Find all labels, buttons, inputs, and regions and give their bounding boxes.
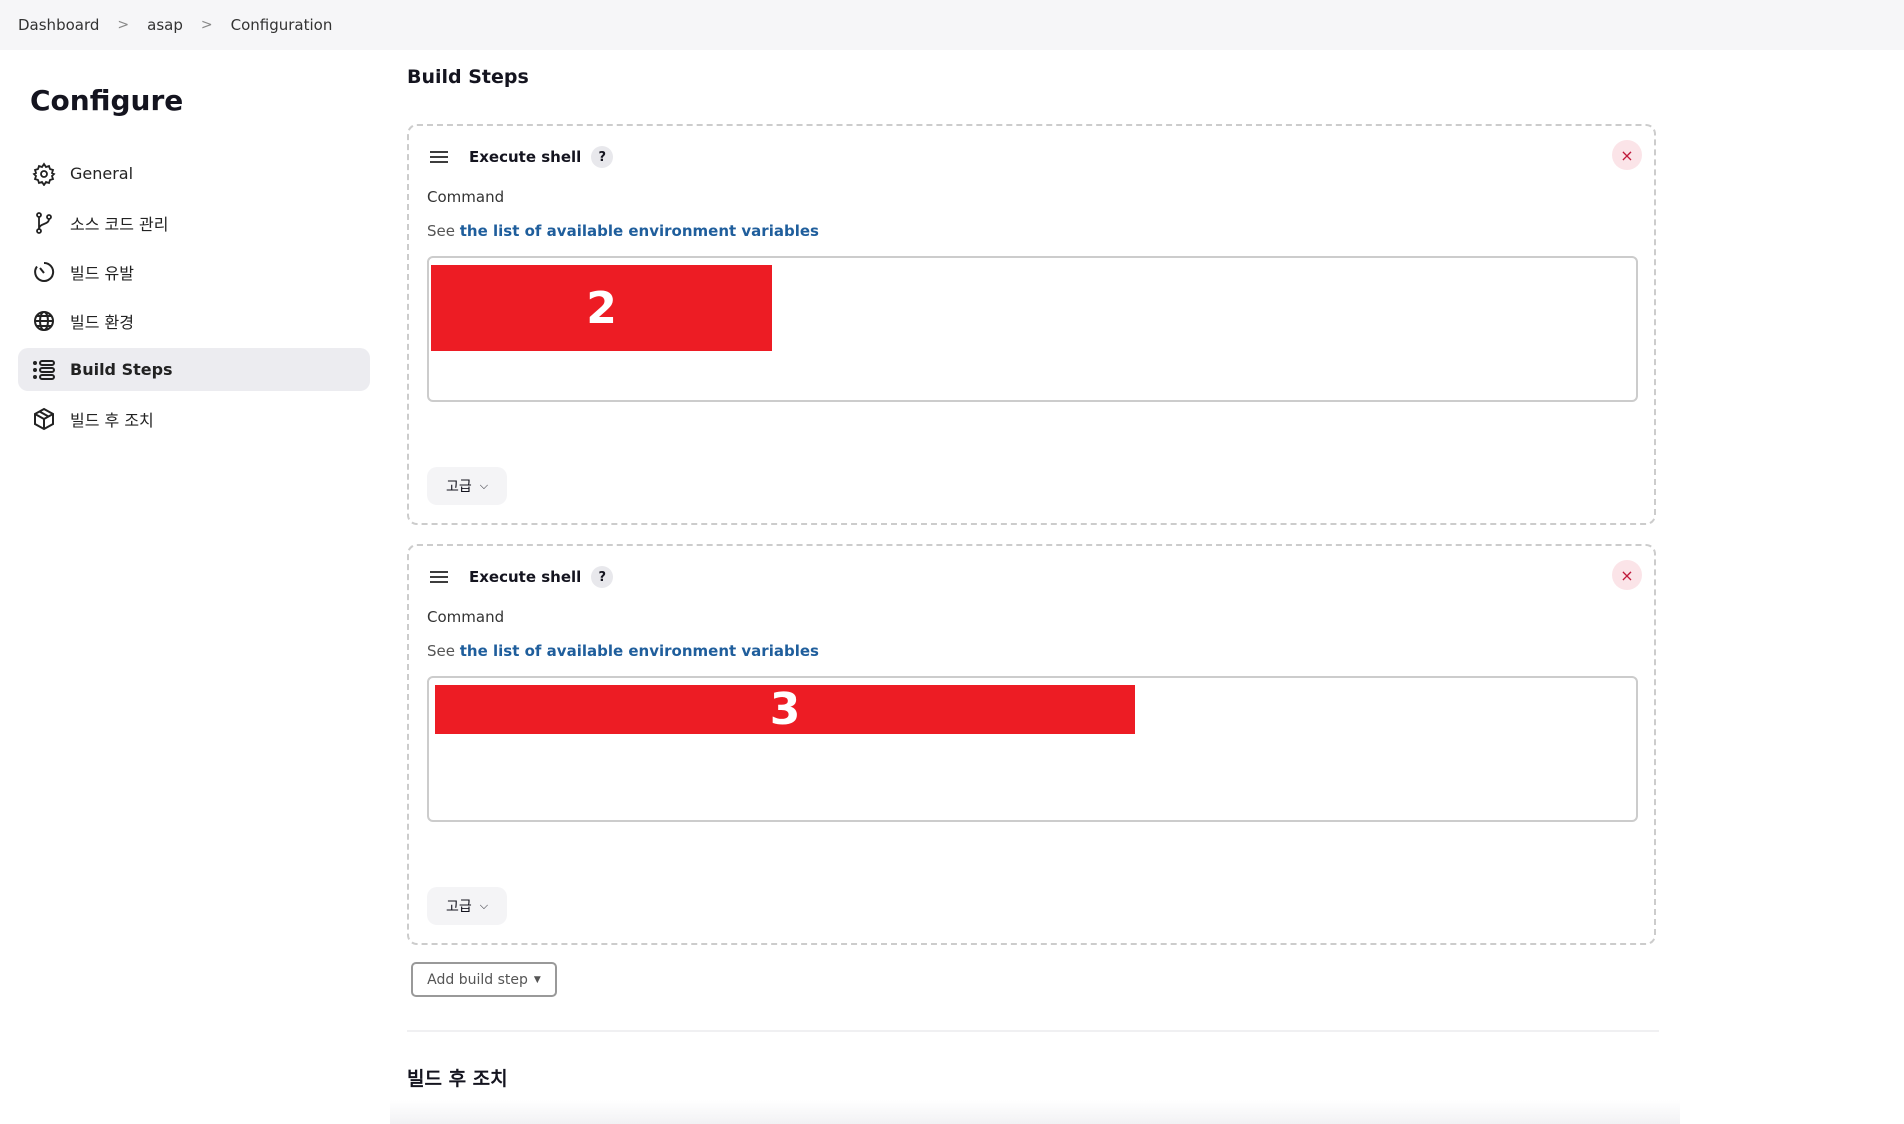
sidebar-item-general[interactable]: General <box>18 152 370 195</box>
divider <box>407 1030 1659 1032</box>
command-textarea[interactable]: 2 <box>427 256 1638 402</box>
chevron-right-icon: > <box>200 17 213 33</box>
chevron-right-icon: > <box>117 17 130 33</box>
sidebar-item-build-environment[interactable]: 빌드 환경 <box>18 299 370 342</box>
command-label: Command <box>427 188 505 206</box>
close-icon[interactable]: × <box>1612 560 1642 590</box>
see-text: See <box>427 222 455 240</box>
advanced-button[interactable]: 고급 ⌵ <box>427 887 507 925</box>
help-icon[interactable]: ? <box>591 146 614 168</box>
command-label: Command <box>427 608 505 626</box>
env-vars-link[interactable]: the list of available environment variab… <box>459 642 819 660</box>
env-vars-link[interactable]: the list of available environment variab… <box>459 222 819 240</box>
sidebar-item-build-steps[interactable]: Build Steps <box>18 348 370 391</box>
drag-handle-icon[interactable] <box>429 151 449 163</box>
see-text: See <box>427 642 455 660</box>
sidebar-item-label: 소스 코드 관리 <box>70 214 169 234</box>
breadcrumb-asap[interactable]: asap <box>147 16 183 34</box>
breadcrumb-configuration[interactable]: Configuration <box>230 16 333 34</box>
add-build-step-label: Add build step <box>427 971 528 988</box>
sidebar-item-label: 빌드 유발 <box>70 263 134 283</box>
package-icon <box>34 407 54 430</box>
step-title: Execute shell <box>469 148 582 166</box>
timer-icon <box>34 261 55 282</box>
advanced-label: 고급 <box>445 899 472 915</box>
globe-icon <box>34 310 54 331</box>
sidebar-item-label: Build Steps <box>70 360 173 379</box>
section-title: Build Steps <box>407 66 529 88</box>
advanced-button[interactable]: 고급 ⌵ <box>427 467 507 505</box>
step-title: Execute shell <box>469 568 582 586</box>
breadcrumb-dashboard[interactable]: Dashboard <box>18 16 100 34</box>
branch-icon <box>36 211 52 234</box>
sidebar-item-source-code[interactable]: 소스 코드 관리 <box>18 201 370 244</box>
redaction-box: 3 <box>435 684 1135 735</box>
close-icon[interactable]: × <box>1612 140 1642 170</box>
sidebar-item-post-build[interactable]: 빌드 후 조치 <box>18 397 370 440</box>
build-step-card: Execute shell? × Command See the list of… <box>407 544 1656 945</box>
breadcrumb: Dashboard > asap > Configuration <box>0 0 1904 50</box>
drag-handle-icon[interactable] <box>429 571 449 583</box>
sidebar-item-label: General <box>70 164 134 183</box>
command-textarea[interactable]: 3 <box>427 676 1638 822</box>
sidebar-item-label: 빌드 후 조치 <box>70 410 154 430</box>
sidebar-item-label: 빌드 환경 <box>70 312 134 332</box>
section-shadow <box>390 1100 1680 1124</box>
advanced-label: 고급 <box>445 479 472 495</box>
chevron-down-icon: ⌵ <box>479 479 489 492</box>
page-title: Configure <box>30 84 184 117</box>
post-build-title: 빌드 후 조치 <box>407 1068 508 1090</box>
redaction-box: 2 <box>431 265 772 351</box>
add-build-step-button[interactable]: Add build step ▼ <box>411 962 557 997</box>
sidebar: General 소스 코드 관리 빌드 유발 빌드 환경 Build Steps… <box>18 152 370 446</box>
build-step-card: Execute shell? × Command See the list of… <box>407 124 1656 525</box>
sidebar-item-build-triggers[interactable]: 빌드 유발 <box>18 250 370 293</box>
help-icon[interactable]: ? <box>591 566 614 588</box>
list-icon <box>33 359 55 380</box>
chevron-down-icon: ⌵ <box>479 899 489 912</box>
caret-down-icon: ▼ <box>533 974 541 985</box>
gear-icon <box>32 161 56 186</box>
